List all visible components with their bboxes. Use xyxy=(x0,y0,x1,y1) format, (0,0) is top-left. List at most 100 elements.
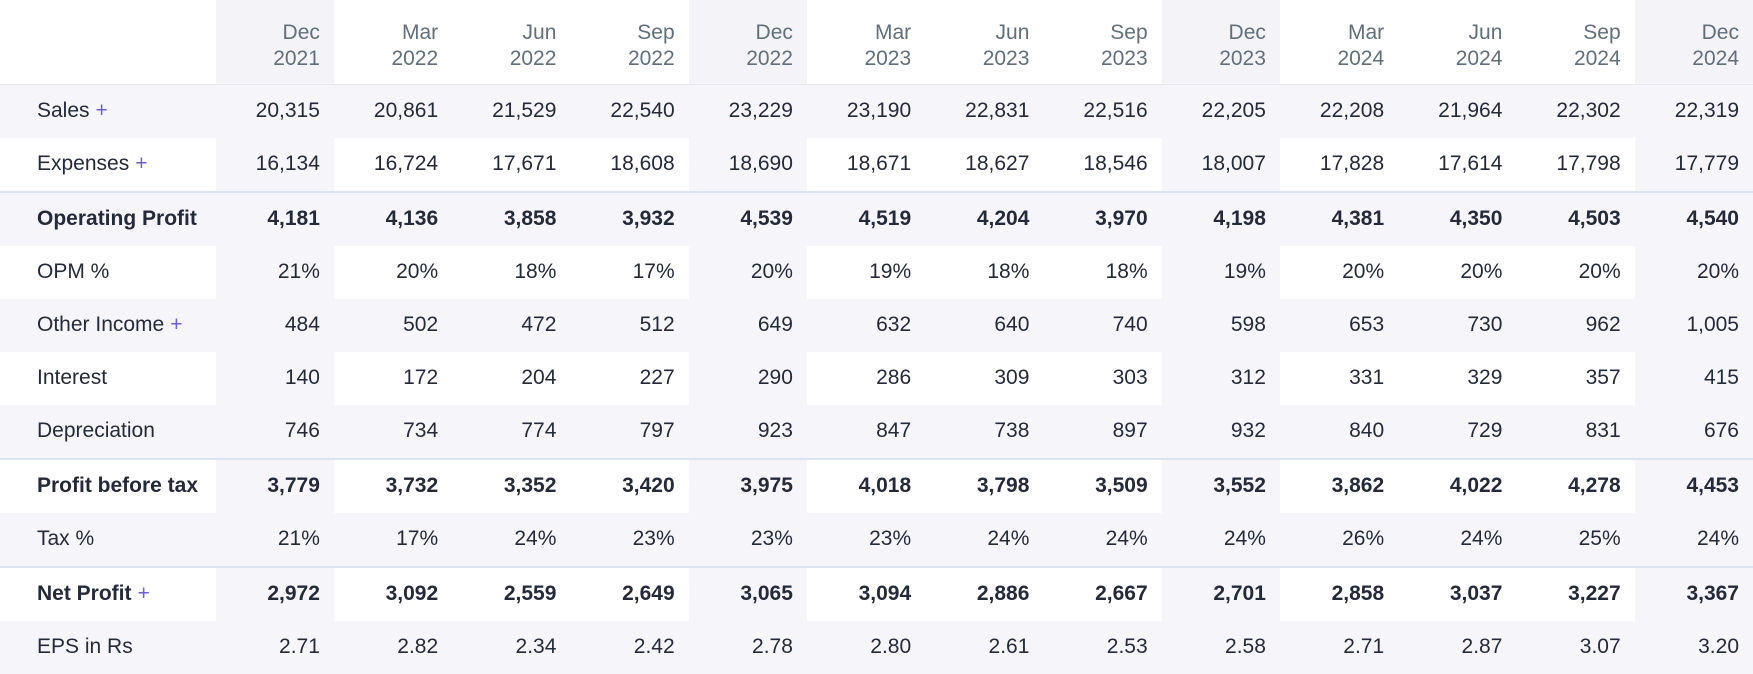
expand-plus-icon[interactable]: + xyxy=(95,99,108,122)
row-label: OPM % xyxy=(37,260,110,283)
value-cell: 21% xyxy=(215,512,334,567)
value-cell: 24% xyxy=(1398,512,1517,567)
period-year: 2023 xyxy=(1219,47,1266,70)
period-year: 2023 xyxy=(1100,47,1148,70)
table-row[interactable]: Net Profit +2,972 3,092 2,559 2,649 3,065 3,09… xyxy=(0,565,1753,621)
period-month: Jun xyxy=(522,21,557,44)
value-cell: 172 xyxy=(333,351,453,405)
value-cell: 20% xyxy=(688,245,807,299)
value-cell: 2.71 xyxy=(215,620,334,674)
value-cell: 831 xyxy=(1516,404,1635,459)
value-cell: 2.42 xyxy=(570,620,689,674)
expand-plus-icon[interactable]: + xyxy=(170,313,183,336)
expand-plus-icon[interactable]: + xyxy=(135,152,148,175)
value-cell: 512 xyxy=(570,298,689,352)
period-header: Dec 2023 xyxy=(1161,0,1280,85)
row-label-cell[interactable]: Other Income + xyxy=(0,298,216,352)
value-cell: 22,208 xyxy=(1279,84,1399,138)
value-cell: 4,018 xyxy=(806,457,926,513)
value-cell: 3,037 xyxy=(1398,565,1517,621)
value-cell: 26% xyxy=(1279,512,1399,567)
period-year: 2021 xyxy=(273,47,320,70)
value-cell: 18% xyxy=(452,245,571,299)
period-header: Dec 2022 xyxy=(688,0,807,85)
value-cell: 4,540 xyxy=(1634,190,1753,246)
period-year: 2024 xyxy=(1692,47,1739,70)
value-cell: 23,190 xyxy=(806,84,926,138)
table-row[interactable]: Expenses +16,134 16,724 17,671 18,608 18,690 1… xyxy=(0,137,1753,192)
value-cell: 640 xyxy=(925,298,1044,352)
value-cell: 309 xyxy=(925,351,1044,405)
period-month: Dec xyxy=(282,21,320,44)
value-cell: 4,539 xyxy=(688,190,807,246)
table-row: Tax % 21% 17% 24% 23% 23% 23% 24% 24% 24% 26% 24% 25… xyxy=(0,512,1753,567)
header-label-cell xyxy=(0,0,216,85)
value-cell: 17% xyxy=(570,245,689,299)
value-cell: 2.80 xyxy=(806,620,926,674)
value-cell: 840 xyxy=(1279,404,1399,459)
period-header: Sep 2022 xyxy=(570,0,689,85)
table-row: Interest 140 172 204 227 290 286 309 303 312 331 32… xyxy=(0,351,1753,405)
value-cell: 3,779 xyxy=(215,457,334,513)
value-cell: 502 xyxy=(333,298,453,352)
value-cell: 24% xyxy=(1043,512,1162,567)
value-cell: 2.87 xyxy=(1398,620,1517,674)
table-row[interactable]: Other Income +484 502 472 512 649 632 640 740 598… xyxy=(0,298,1753,352)
period-month: Mar xyxy=(874,21,912,44)
period-year: 2023 xyxy=(982,47,1030,70)
value-cell: 3,420 xyxy=(570,457,689,513)
value-cell: 932 xyxy=(1161,404,1280,459)
value-cell: 653 xyxy=(1279,298,1399,352)
value-cell: 21,964 xyxy=(1398,84,1517,138)
value-cell: 286 xyxy=(806,351,926,405)
value-cell: 329 xyxy=(1398,351,1517,405)
value-cell: 3,352 xyxy=(452,457,571,513)
row-label-cell[interactable]: Net Profit + xyxy=(0,565,216,621)
value-cell: 415 xyxy=(1634,351,1753,405)
value-cell: 17,614 xyxy=(1398,137,1517,192)
value-cell: 312 xyxy=(1161,351,1280,405)
value-cell: 4,181 xyxy=(215,190,334,246)
value-cell: 303 xyxy=(1043,351,1162,405)
value-cell: 17% xyxy=(333,512,453,567)
row-label: Tax % xyxy=(37,527,95,550)
value-cell: 3,509 xyxy=(1043,457,1162,513)
value-cell: 2,972 xyxy=(215,565,334,621)
value-cell: 3,367 xyxy=(1634,565,1753,621)
value-cell: 18,608 xyxy=(570,137,689,192)
value-cell: 729 xyxy=(1398,404,1517,459)
value-cell: 3,862 xyxy=(1279,457,1399,513)
row-label-cell[interactable]: Expenses + xyxy=(0,137,216,192)
period-month: Sep xyxy=(637,21,675,44)
value-cell: 2.61 xyxy=(925,620,1044,674)
row-label-cell: Depreciation xyxy=(0,404,216,459)
value-cell: 20% xyxy=(1634,245,1753,299)
period-header: Sep 2023 xyxy=(1043,0,1162,85)
row-label: Profit before tax xyxy=(37,474,199,497)
period-year: 2022 xyxy=(391,47,439,70)
value-cell: 738 xyxy=(925,404,1044,459)
table-row[interactable]: Sales +20,315 20,861 21,529 22,540 23,229 23,1… xyxy=(0,84,1753,138)
value-cell: 632 xyxy=(806,298,926,352)
period-year: 2023 xyxy=(864,47,912,70)
expand-plus-icon[interactable]: + xyxy=(137,582,150,605)
value-cell: 17,779 xyxy=(1634,137,1753,192)
value-cell: 19% xyxy=(806,245,926,299)
row-label-cell[interactable]: Sales + xyxy=(0,84,216,138)
row-label-cell: Tax % xyxy=(0,512,216,567)
value-cell: 24% xyxy=(1634,512,1753,567)
value-cell: 17,671 xyxy=(452,137,571,192)
value-cell: 19% xyxy=(1161,245,1280,299)
value-cell: 746 xyxy=(215,404,334,459)
value-cell: 4,204 xyxy=(925,190,1044,246)
period-year: 2024 xyxy=(1573,47,1621,70)
row-label: Sales xyxy=(37,99,90,122)
period-year: 2024 xyxy=(1337,47,1385,70)
value-cell: 140 xyxy=(215,351,334,405)
period-month: Jun xyxy=(1468,21,1503,44)
row-label: Depreciation xyxy=(37,419,155,442)
period-header: Mar 2024 xyxy=(1279,0,1399,85)
value-cell: 649 xyxy=(688,298,807,352)
value-cell: 22,540 xyxy=(570,84,689,138)
value-cell: 3,065 xyxy=(688,565,807,621)
